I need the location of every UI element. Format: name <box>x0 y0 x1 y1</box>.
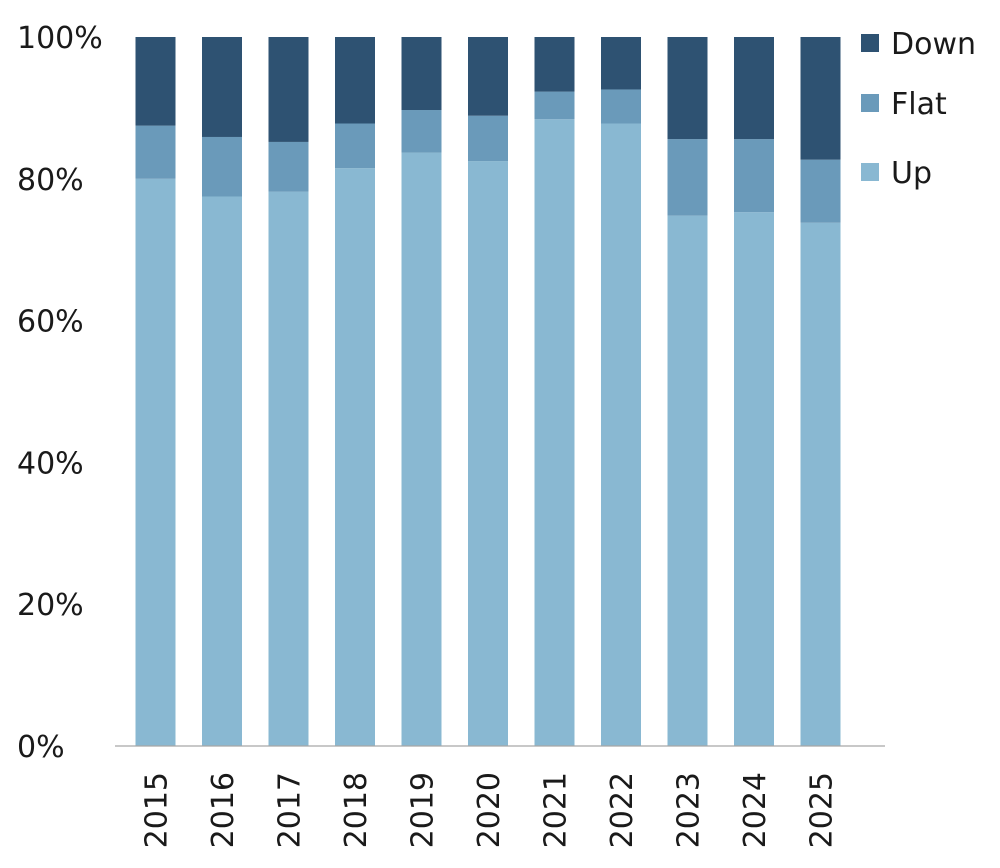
x-tick-label: 2023 <box>672 772 707 848</box>
x-tick-label: 2019 <box>406 772 441 848</box>
bar-up-2020 <box>468 161 508 746</box>
bar-down-2024 <box>734 37 774 140</box>
y-tick-label: 0% <box>17 730 65 765</box>
bar-up-2023 <box>667 215 708 747</box>
bar-up-2019 <box>401 152 442 746</box>
legend-label-up: Up <box>891 156 932 191</box>
x-tick-label: 2018 <box>339 772 374 848</box>
bar-up-2018 <box>335 168 375 747</box>
y-tick-label: 40% <box>17 446 84 481</box>
bar-flat-2018 <box>335 123 375 169</box>
bar-up-2017 <box>268 191 309 746</box>
bars <box>135 37 841 747</box>
legend-swatch-up <box>861 163 879 181</box>
bar-down-2023 <box>667 37 708 140</box>
bar-down-2025 <box>800 37 841 160</box>
bar-flat-2022 <box>601 89 641 124</box>
x-tick-label: 2024 <box>738 772 773 848</box>
bar-down-2021 <box>534 37 575 92</box>
bar-flat-2025 <box>800 159 841 223</box>
y-tick-label: 60% <box>17 305 84 340</box>
bar-up-2022 <box>601 123 641 747</box>
bar-down-2020 <box>468 37 508 116</box>
bar-down-2018 <box>335 37 375 124</box>
legend-swatch-down <box>861 34 879 52</box>
x-tick-label: 2020 <box>472 772 507 848</box>
x-tick-label: 2021 <box>539 772 574 848</box>
x-tick-label: 2015 <box>140 772 175 848</box>
bar-flat-2020 <box>468 115 508 162</box>
legend-label-down: Down <box>891 27 976 62</box>
bar-flat-2024 <box>734 139 774 213</box>
bar-flat-2016 <box>202 136 242 197</box>
bar-up-2015 <box>135 178 176 747</box>
bar-up-2016 <box>202 196 242 746</box>
y-axis: 0% 20% 40% 60% 80% 100% <box>17 21 103 765</box>
bar-up-2024 <box>734 212 774 747</box>
bar-down-2016 <box>202 37 242 137</box>
bar-up-2025 <box>800 222 841 746</box>
bar-up-2021 <box>534 119 575 746</box>
x-tick-label: 2025 <box>805 772 840 848</box>
bar-down-2019 <box>401 37 442 111</box>
bar-down-2017 <box>268 37 309 142</box>
bar-down-2015 <box>135 37 176 126</box>
bar-flat-2023 <box>667 139 708 216</box>
x-axis: 2015 2016 2017 2018 2019 2020 2021 2022 2023 2024… <box>140 772 840 848</box>
x-tick-label: 2016 <box>206 772 241 848</box>
y-tick-label: 20% <box>17 588 84 623</box>
legend-swatch-flat <box>861 94 879 112</box>
x-tick-label: 2017 <box>273 772 308 848</box>
legend: Down Flat Up <box>861 27 976 191</box>
legend-label-flat: Flat <box>891 87 947 122</box>
bar-flat-2017 <box>268 141 309 192</box>
y-tick-label: 100% <box>17 21 103 56</box>
x-tick-label: 2022 <box>605 772 640 848</box>
bar-down-2022 <box>601 37 641 90</box>
y-tick-label: 80% <box>17 163 84 198</box>
bar-flat-2021 <box>534 91 575 120</box>
bar-flat-2015 <box>135 125 176 179</box>
bar-flat-2019 <box>401 110 442 153</box>
